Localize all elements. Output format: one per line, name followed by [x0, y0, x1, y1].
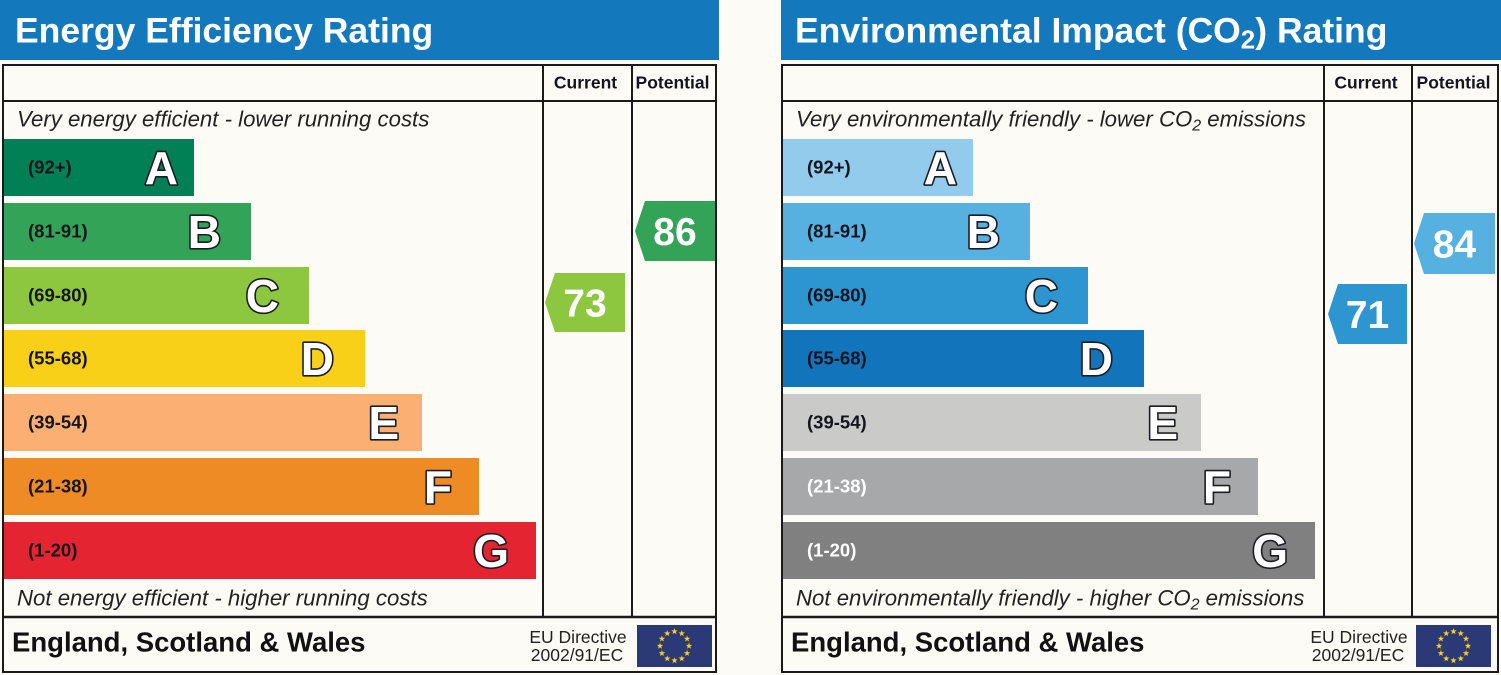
svg-text:F: F: [1203, 461, 1231, 513]
svg-text:(55-68): (55-68): [807, 348, 867, 369]
svg-text:71: 71: [1346, 294, 1389, 337]
svg-text:Potential: Potential: [1417, 73, 1491, 93]
svg-text:(69-80): (69-80): [28, 285, 88, 306]
svg-text:B: B: [967, 206, 1000, 258]
svg-text:(1-20): (1-20): [28, 540, 77, 561]
svg-text:Current: Current: [1334, 73, 1397, 93]
svg-text:86: 86: [653, 211, 696, 254]
svg-text:EU Directive: EU Directive: [1310, 627, 1407, 647]
svg-text:(39-54): (39-54): [28, 412, 88, 433]
svg-text:84: 84: [1433, 224, 1477, 267]
svg-text:A: A: [924, 142, 957, 194]
svg-text:Potential: Potential: [636, 73, 710, 93]
svg-text:G: G: [1252, 525, 1288, 577]
svg-text:Not energy efficient - higher: Not energy efficient - higher running co…: [17, 586, 428, 611]
svg-text:England, Scotland & Wales: England, Scotland & Wales: [791, 627, 1144, 658]
svg-text:(55-68): (55-68): [28, 348, 88, 369]
svg-text:(92+): (92+): [807, 157, 851, 178]
svg-text:C: C: [246, 270, 279, 322]
svg-text:(21-38): (21-38): [28, 476, 88, 497]
svg-text:Environmental Impact (CO2) Rat: Environmental Impact (CO2) Rating: [795, 11, 1387, 55]
svg-text:Very environmentally friendly: Very environmentally friendly - lower CO…: [796, 107, 1306, 135]
svg-text:F: F: [424, 461, 452, 513]
svg-text:73: 73: [563, 283, 606, 326]
svg-text:C: C: [1025, 270, 1058, 322]
svg-text:England, Scotland & Wales: England, Scotland & Wales: [12, 627, 365, 658]
svg-text:Very energy efficient - lower: Very energy efficient - lower running co…: [17, 107, 429, 132]
svg-text:Current: Current: [554, 73, 617, 93]
svg-text:Energy Efficiency Rating: Energy Efficiency Rating: [15, 11, 433, 51]
svg-text:2002/91/EC: 2002/91/EC: [1312, 645, 1404, 665]
svg-text:(69-80): (69-80): [807, 285, 867, 306]
svg-text:2002/91/EC: 2002/91/EC: [531, 645, 623, 665]
svg-text:EU Directive: EU Directive: [529, 627, 626, 647]
svg-text:(21-38): (21-38): [807, 476, 867, 497]
svg-text:E: E: [1147, 397, 1178, 449]
svg-text:Not environmentally friendly -: Not environmentally friendly - higher CO…: [796, 586, 1304, 614]
svg-text:(81-91): (81-91): [807, 221, 867, 242]
svg-text:D: D: [301, 333, 334, 385]
svg-text:(92+): (92+): [28, 157, 72, 178]
svg-text:(1-20): (1-20): [807, 540, 856, 561]
svg-text:(39-54): (39-54): [807, 412, 867, 433]
svg-text:E: E: [368, 397, 399, 449]
svg-text:D: D: [1080, 333, 1113, 385]
svg-text:B: B: [188, 206, 221, 258]
svg-text:G: G: [473, 525, 509, 577]
svg-text:A: A: [145, 142, 178, 194]
svg-text:(81-91): (81-91): [28, 221, 88, 242]
